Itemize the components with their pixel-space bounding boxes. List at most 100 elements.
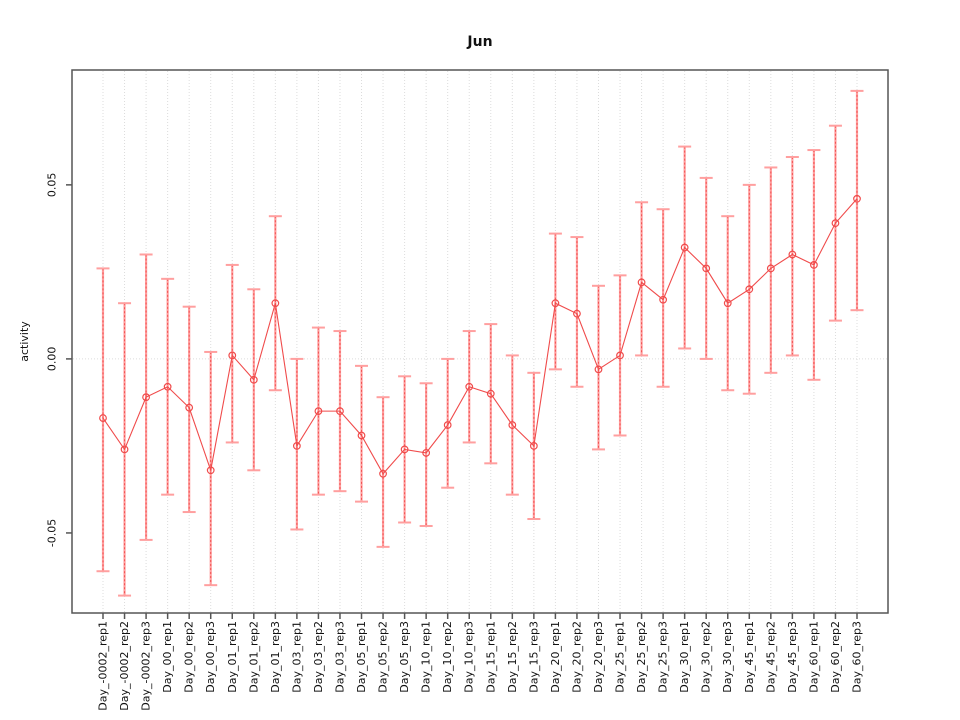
x-tick-label: Day_00_rep1 <box>161 621 174 693</box>
data-point <box>379 469 387 478</box>
data-point <box>292 442 301 450</box>
x-tick-label: Day_30_rep3 <box>721 621 734 693</box>
data-point <box>831 219 840 228</box>
x-tick-label: Day_60_rep1 <box>807 621 820 693</box>
x-tick-label: Day_01_rep2 <box>247 621 260 693</box>
x-tick-label: Day_30_rep2 <box>700 621 713 693</box>
error-bar <box>96 267 110 573</box>
x-tick-label: Day_03_rep3 <box>333 621 346 693</box>
data-point <box>810 261 818 269</box>
error-bars <box>96 89 864 597</box>
x-tick-label: Day_00_rep3 <box>204 621 217 693</box>
x-tick-label: Day_60_rep2 <box>829 621 842 693</box>
error-bar <box>355 364 369 503</box>
data-point <box>163 382 172 391</box>
error-bar <box>850 89 864 312</box>
data-point <box>594 365 603 374</box>
error-bar <box>656 208 670 388</box>
x-tick-label: Day_03_rep2 <box>312 621 325 693</box>
series-line <box>102 198 858 475</box>
error-bar <box>570 236 584 388</box>
y-tick-label: 0.00 <box>46 347 59 372</box>
y-tick-label: -0.05 <box>46 519 59 547</box>
data-point <box>443 421 452 429</box>
data-point <box>853 194 861 203</box>
x-tick-label: Day_-0002_rep3 <box>140 621 153 711</box>
data-point <box>508 421 517 429</box>
plot-box <box>71 69 889 614</box>
x-tick-label: Day_05_rep3 <box>398 621 411 693</box>
x-tick-label: Day_20_rep2 <box>570 621 583 693</box>
data-point <box>249 375 258 384</box>
x-tick-labels: Day_-0002_rep1 Day_-0002_rep2 Day_-0002_re… <box>97 621 864 711</box>
data-point <box>314 407 323 416</box>
data-point <box>357 431 366 440</box>
data-point <box>486 389 495 398</box>
x-tick-label: Day_10_rep2 <box>441 621 454 693</box>
x-tick-label: Day_-0002_rep2 <box>118 621 131 711</box>
x-tick-label: Day_20_rep3 <box>592 621 605 693</box>
data-point <box>400 445 409 454</box>
x-tick-label: Day_20_rep1 <box>549 621 562 693</box>
error-bar <box>182 305 196 514</box>
data-point <box>185 403 194 412</box>
error-bar <box>441 357 455 489</box>
x-tick-label: Day_01_rep1 <box>226 621 239 693</box>
x-tick-label: Day_05_rep1 <box>355 621 368 693</box>
error-bar <box>785 156 799 357</box>
x-tick-label: Day_15_rep2 <box>506 621 519 693</box>
data-point <box>142 393 150 402</box>
data-point <box>465 382 474 391</box>
error-bar <box>548 232 562 371</box>
axis-ticks <box>66 184 858 619</box>
error-bar <box>376 396 390 548</box>
x-tick-label: Day_25_rep1 <box>614 621 627 693</box>
data-point <box>680 243 689 252</box>
x-tick-label: Day_60_rep3 <box>851 621 864 693</box>
error-bar <box>419 382 433 527</box>
y-axis-label: activity <box>18 321 31 362</box>
data-point <box>637 278 646 287</box>
data-point <box>573 309 581 318</box>
data-point <box>99 414 107 422</box>
data-point <box>228 351 237 360</box>
x-tick-label: Day_10_rep3 <box>463 621 476 693</box>
data-point <box>551 299 560 308</box>
x-tick-label: Day_00_rep2 <box>183 621 196 693</box>
x-tick-label: Day_45_rep3 <box>786 621 799 693</box>
data-point <box>120 445 129 454</box>
x-tick-label: Day_15_rep1 <box>484 621 497 693</box>
data-point <box>271 299 280 308</box>
x-tick-label: Day_10_rep1 <box>420 621 433 693</box>
data-point <box>723 299 732 308</box>
data-point <box>702 264 711 273</box>
data-series <box>99 194 861 478</box>
x-tick-label: Day_15_rep3 <box>527 621 540 693</box>
chart-title: Jun <box>466 34 492 50</box>
gridlines <box>73 71 887 612</box>
data-point <box>336 407 344 416</box>
x-tick-label: Day_05_rep2 <box>377 621 390 693</box>
error-bar <box>225 263 239 444</box>
x-tick-label: Day_45_rep1 <box>743 621 756 693</box>
data-point <box>616 351 624 360</box>
error-bar <box>764 166 778 374</box>
x-tick-label: Day_03_rep1 <box>290 621 303 693</box>
data-point <box>788 250 797 259</box>
x-tick-label: Day_45_rep2 <box>764 621 777 693</box>
x-tick-label: Day_25_rep2 <box>635 621 648 693</box>
data-point <box>206 466 215 475</box>
y-tick-label: 0.05 <box>46 173 59 198</box>
data-point <box>422 448 431 457</box>
data-point <box>745 285 754 294</box>
x-tick-label: Day_30_rep1 <box>678 621 691 693</box>
data-point <box>766 264 775 273</box>
data-point <box>529 442 538 450</box>
data-point <box>659 295 668 304</box>
x-tick-label: Day_-0002_rep1 <box>97 621 110 711</box>
y-tick-labels: -0.05 0.00 0.05 <box>46 173 59 548</box>
error-bar <box>591 284 605 451</box>
x-tick-label: Day_01_rep3 <box>269 621 282 693</box>
